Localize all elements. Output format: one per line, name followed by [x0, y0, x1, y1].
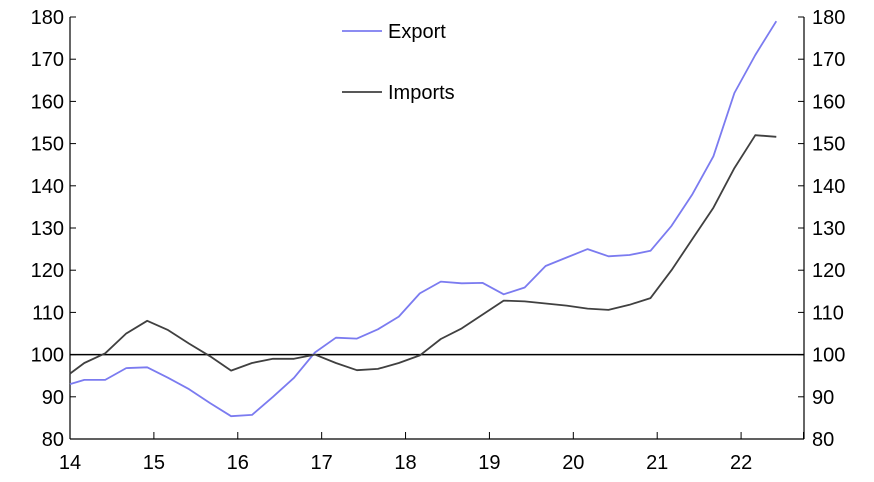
- y-tick-label-left: 160: [31, 91, 64, 113]
- y-tick-label-right: 170: [812, 49, 845, 71]
- y-tick-label-left: 130: [31, 218, 64, 240]
- y-tick-label-right: 120: [812, 260, 845, 282]
- x-tick-label: 22: [730, 452, 752, 474]
- x-tick-label: 20: [562, 452, 584, 474]
- y-tick-label-left: 90: [42, 387, 64, 409]
- y-tick-label-left: 120: [31, 260, 64, 282]
- y-tick-label-left: 150: [31, 134, 64, 156]
- axes: 80 80 90 90 100 100 110 110 120 120 130 130 140 140 15…: [31, 7, 846, 474]
- y-tick-label-right: 140: [812, 176, 845, 198]
- series-line-export: [69, 20, 778, 418]
- y-tick-label-left: 110: [32, 302, 64, 324]
- x-tick-label: 19: [478, 452, 500, 474]
- legend-label-imports: Imports: [388, 82, 455, 104]
- y-tick-label-left: 140: [31, 176, 64, 198]
- x-tick-label: 14: [59, 452, 81, 474]
- x-tick-label: 15: [143, 452, 165, 474]
- y-tick-label-right: 130: [812, 218, 845, 240]
- y-tick-label-right: 100: [812, 345, 845, 367]
- x-tick-label: 17: [311, 452, 333, 474]
- y-tick-label-left: 80: [42, 429, 64, 451]
- y-tick-label-right: 180: [812, 7, 845, 29]
- y-tick-label-left: 180: [31, 7, 64, 29]
- series-line-imports: [69, 134, 777, 375]
- y-tick-label-right: 150: [812, 134, 845, 156]
- y-tick-label-right: 90: [812, 387, 834, 409]
- y-tick-label-right: 110: [812, 302, 844, 324]
- x-tick-label: 21: [646, 452, 668, 474]
- x-tick-label: 18: [394, 452, 416, 474]
- y-tick-label-left: 100: [31, 345, 64, 367]
- x-tick-label: 16: [227, 452, 249, 474]
- legend-label-export: Export: [388, 21, 446, 43]
- y-tick-label-right: 160: [812, 91, 845, 113]
- series-group: [69, 20, 778, 418]
- y-tick-label-left: 170: [31, 49, 64, 71]
- legend: Export Imports: [342, 21, 455, 104]
- y-tick-label-right: 80: [812, 429, 834, 451]
